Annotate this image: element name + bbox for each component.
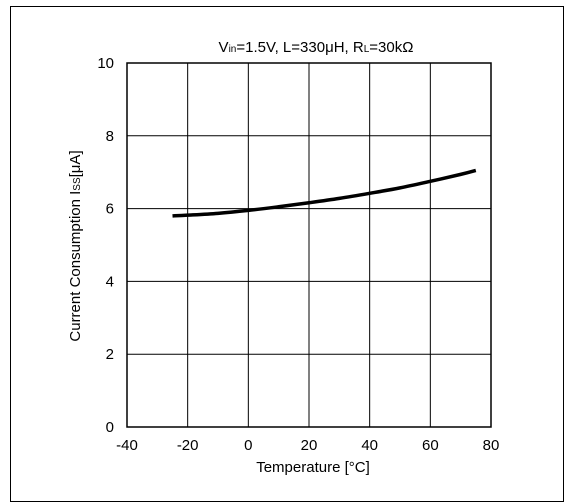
plot-area xyxy=(126,62,492,428)
series-line-0 xyxy=(172,168,477,218)
y-tick-label: 0 xyxy=(106,419,114,436)
y-tick-label: 10 xyxy=(97,55,114,72)
y-axis-label: Current Consumption ISS[μA] xyxy=(67,150,84,341)
tick-labels: -40 -20 0 20 40 60 80 0 2 4 6 8 10 xyxy=(97,55,499,454)
x-tick-label: 40 xyxy=(361,437,378,454)
series-layer xyxy=(172,168,477,218)
chart-title: Vin=1.5V, L=330μH, RL=30kΩ xyxy=(219,39,414,56)
x-tick-label: -40 xyxy=(116,437,138,454)
y-tick-label: 2 xyxy=(106,346,114,363)
x-tick-label: -20 xyxy=(177,437,199,454)
grid xyxy=(127,63,491,427)
x-tick-label: 80 xyxy=(483,437,500,454)
y-tick-label: 8 xyxy=(106,128,114,145)
figure-frame xyxy=(10,6,564,502)
x-axis-label: Temperature [°C] xyxy=(256,459,370,476)
x-tick-label: 60 xyxy=(422,437,439,454)
y-tick-label: 6 xyxy=(106,201,114,218)
x-tick-label: 20 xyxy=(301,437,318,454)
x-tick-label: 0 xyxy=(244,437,252,454)
y-tick-label: 4 xyxy=(106,273,114,290)
